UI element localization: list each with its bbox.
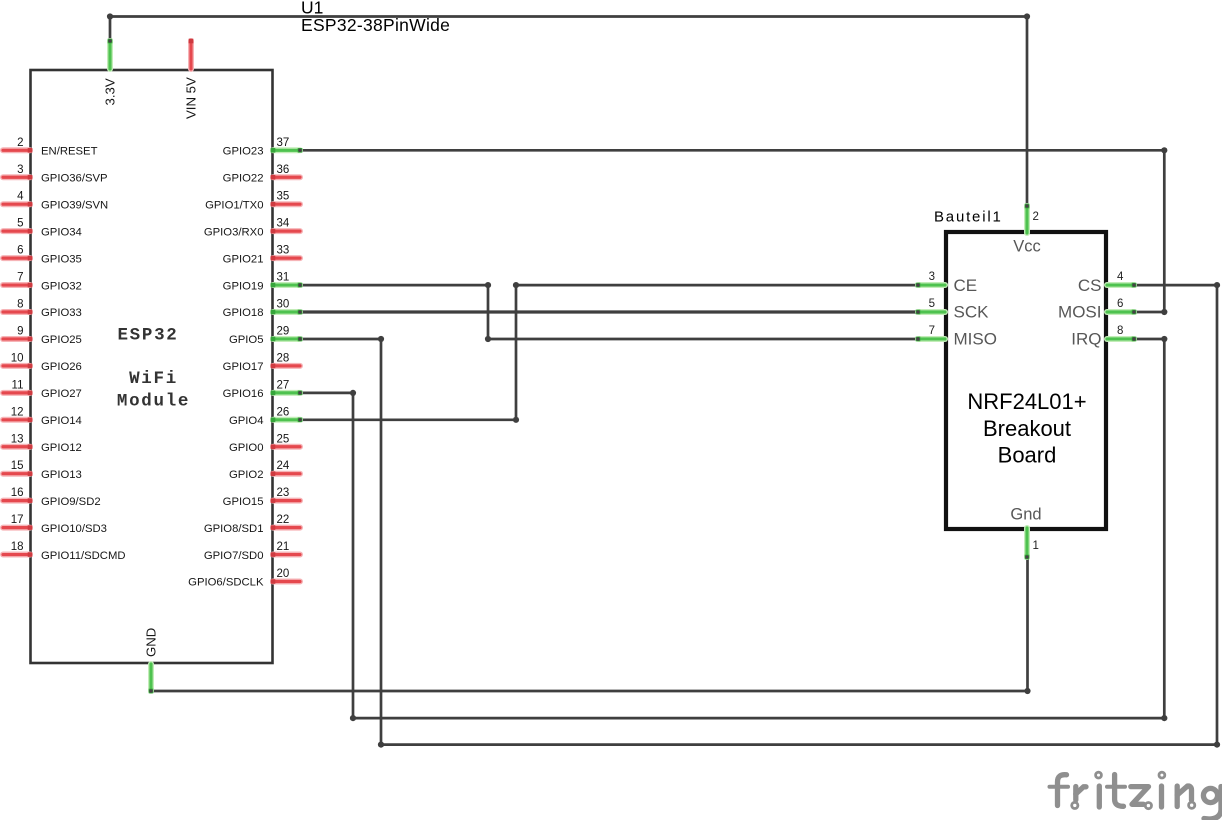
svg-text:GPIO36/SVP: GPIO36/SVP <box>41 172 108 184</box>
svg-text:GPIO21: GPIO21 <box>223 253 264 265</box>
svg-text:GPIO12: GPIO12 <box>41 442 82 454</box>
svg-text:27: 27 <box>277 379 290 391</box>
svg-text:U1: U1 <box>301 0 323 18</box>
svg-text:23: 23 <box>277 487 290 499</box>
svg-text:26: 26 <box>277 406 290 418</box>
svg-text:Board: Board <box>998 443 1057 468</box>
svg-text:7: 7 <box>929 325 935 337</box>
svg-text:GPIO33: GPIO33 <box>41 307 82 319</box>
svg-text:33: 33 <box>277 245 290 257</box>
svg-text:GPIO39/SVN: GPIO39/SVN <box>41 199 108 211</box>
svg-text:4: 4 <box>17 191 24 203</box>
svg-text:2: 2 <box>17 137 23 149</box>
svg-text:VIN 5V: VIN 5V <box>184 77 199 119</box>
svg-text:37: 37 <box>277 137 290 149</box>
svg-text:SCK: SCK <box>954 303 990 322</box>
svg-text:Bauteil1: Bauteil1 <box>934 209 1003 226</box>
svg-text:5: 5 <box>17 218 23 230</box>
svg-text:GPIO11/SDCMD: GPIO11/SDCMD <box>41 550 126 562</box>
svg-text:GPIO3/RX0: GPIO3/RX0 <box>204 226 264 238</box>
svg-text:Module: Module <box>117 392 190 412</box>
svg-text:GPIO15: GPIO15 <box>223 496 264 508</box>
svg-text:GPIO8/SD1: GPIO8/SD1 <box>204 523 264 535</box>
svg-text:10: 10 <box>11 352 24 364</box>
svg-text:ESP32-38PinWide: ESP32-38PinWide <box>301 15 450 35</box>
svg-text:GPIO14: GPIO14 <box>41 415 82 427</box>
svg-text:GPIO7/SD0: GPIO7/SD0 <box>204 550 264 562</box>
svg-text:18: 18 <box>11 541 24 553</box>
svg-text:ESP32: ESP32 <box>117 326 178 346</box>
svg-text:5: 5 <box>929 298 935 310</box>
svg-text:Breakout: Breakout <box>983 416 1071 441</box>
svg-text:31: 31 <box>277 272 290 284</box>
svg-text:EN/RESET: EN/RESET <box>41 146 98 158</box>
svg-text:1: 1 <box>1033 540 1039 552</box>
svg-text:Gnd: Gnd <box>1010 506 1041 524</box>
svg-text:9: 9 <box>17 325 23 337</box>
svg-text:4: 4 <box>1117 271 1124 283</box>
svg-text:3.3V: 3.3V <box>103 78 118 105</box>
svg-text:GPIO34: GPIO34 <box>41 226 82 238</box>
svg-text:GPIO27: GPIO27 <box>41 388 82 400</box>
svg-text:8: 8 <box>1117 325 1123 337</box>
svg-text:20: 20 <box>277 568 290 580</box>
svg-text:17: 17 <box>11 514 24 526</box>
svg-text:22: 22 <box>277 514 290 526</box>
svg-text:2: 2 <box>1033 211 1039 223</box>
svg-text:GPIO5: GPIO5 <box>229 334 264 346</box>
svg-text:6: 6 <box>17 245 23 257</box>
svg-text:7: 7 <box>17 272 23 284</box>
svg-text:21: 21 <box>277 541 290 553</box>
svg-text:25: 25 <box>277 433 290 445</box>
svg-text:30: 30 <box>277 299 290 311</box>
svg-text:36: 36 <box>277 164 290 176</box>
svg-text:GPIO17: GPIO17 <box>223 361 264 373</box>
svg-text:34: 34 <box>277 218 290 230</box>
svg-text:6: 6 <box>1117 298 1123 310</box>
svg-text:CE: CE <box>954 276 978 295</box>
svg-text:GPIO9/SD2: GPIO9/SD2 <box>41 496 101 508</box>
svg-text:GPIO23: GPIO23 <box>223 146 264 158</box>
svg-text:8: 8 <box>17 299 23 311</box>
svg-text:IRQ: IRQ <box>1071 330 1101 349</box>
svg-text:GPIO16: GPIO16 <box>223 388 264 400</box>
svg-text:28: 28 <box>277 352 290 364</box>
svg-text:3: 3 <box>929 271 935 283</box>
svg-text:12: 12 <box>11 406 24 418</box>
svg-text:15: 15 <box>11 460 24 472</box>
svg-text:MOSI: MOSI <box>1058 303 1101 322</box>
svg-text:35: 35 <box>277 191 290 203</box>
svg-text:13: 13 <box>11 433 24 445</box>
svg-text:16: 16 <box>11 487 24 499</box>
svg-text:GND: GND <box>144 628 159 657</box>
svg-text:GPIO2: GPIO2 <box>229 469 264 481</box>
svg-text:24: 24 <box>277 460 290 472</box>
svg-text:GPIO22: GPIO22 <box>223 172 264 184</box>
svg-text:GPIO6/SDCLK: GPIO6/SDCLK <box>188 577 264 589</box>
svg-text:11: 11 <box>12 379 24 391</box>
svg-text:GPIO4: GPIO4 <box>229 415 264 427</box>
svg-text:GPIO25: GPIO25 <box>41 334 82 346</box>
svg-text:GPIO10/SD3: GPIO10/SD3 <box>41 523 107 535</box>
svg-text:Vcc: Vcc <box>1013 238 1041 256</box>
svg-text:GPIO18: GPIO18 <box>223 307 264 319</box>
svg-text:GPIO0: GPIO0 <box>229 442 264 454</box>
svg-text:GPIO1/TX0: GPIO1/TX0 <box>205 199 263 211</box>
svg-text:NRF24L01+: NRF24L01+ <box>967 389 1086 414</box>
svg-text:CS: CS <box>1078 276 1102 295</box>
svg-text:GPIO32: GPIO32 <box>41 280 82 292</box>
svg-text:GPIO13: GPIO13 <box>41 469 82 481</box>
svg-text:29: 29 <box>277 325 290 337</box>
svg-text:GPIO26: GPIO26 <box>41 361 82 373</box>
svg-text:GPIO19: GPIO19 <box>223 280 264 292</box>
svg-text:MISO: MISO <box>954 330 997 349</box>
svg-text:WiFi: WiFi <box>129 369 178 389</box>
svg-text:3: 3 <box>17 164 23 176</box>
svg-text:GPIO35: GPIO35 <box>41 253 82 265</box>
